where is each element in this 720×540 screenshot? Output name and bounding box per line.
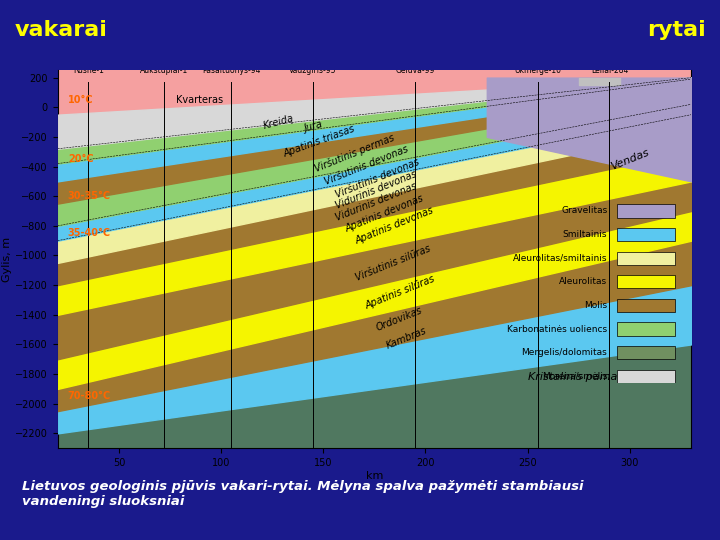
Text: Smiltainis: Smiltainis — [563, 230, 607, 239]
Text: Karbonatinės uoliencs: Karbonatinės uoliencs — [507, 325, 607, 334]
Text: Leliai-284: Leliai-284 — [590, 66, 628, 76]
Text: Viršutinis permas: Viršutinis permas — [313, 132, 396, 174]
Text: Morena/smėlis: Morena/smėlis — [542, 372, 607, 381]
Text: Apatinis silūras: Apatinis silūras — [364, 274, 437, 311]
FancyBboxPatch shape — [617, 346, 675, 359]
Text: Vidurinis devonas: Vidurinis devonas — [333, 170, 418, 211]
Text: Rusnė-1: Rusnė-1 — [73, 66, 104, 76]
Text: Viršutinis devonas: Viršutinis devonas — [333, 157, 420, 200]
Text: 30-35°C: 30-35°C — [68, 191, 111, 201]
Text: Mergelis/dolomitas: Mergelis/dolomitas — [521, 348, 607, 357]
Text: Vadžgiris-95: Vadžgiris-95 — [289, 66, 337, 76]
Text: 35-40°C: 35-40°C — [68, 228, 111, 238]
FancyBboxPatch shape — [617, 275, 675, 288]
Text: Jura: Jura — [303, 119, 324, 134]
Text: Vendas: Vendas — [609, 147, 651, 171]
Text: Ukmergė-10: Ukmergė-10 — [514, 66, 562, 76]
Text: Gravelitas: Gravelitas — [561, 206, 607, 215]
Text: Gėluva-99: Gėluva-99 — [395, 66, 435, 76]
Text: Apatinis triasas: Apatinis triasas — [282, 124, 357, 159]
Text: Aleurolitas: Aleurolitas — [559, 278, 607, 286]
FancyBboxPatch shape — [617, 299, 675, 312]
FancyBboxPatch shape — [617, 204, 675, 218]
Text: 70-80°C: 70-80°C — [68, 392, 111, 401]
Text: 20°C: 20°C — [68, 154, 94, 164]
Text: rytai: rytai — [647, 19, 706, 40]
Text: Kambras: Kambras — [384, 326, 428, 351]
Text: Kristalinis pamatas: Kristalinis pamatas — [528, 372, 634, 382]
Text: Kvarteras: Kvarteras — [176, 95, 223, 105]
Text: 10°C: 10°C — [68, 95, 94, 105]
Text: Ordovikas: Ordovikas — [374, 306, 423, 333]
Y-axis label: Gylis, m: Gylis, m — [2, 237, 12, 282]
Text: Vidurinis devonas: Vidurinis devonas — [333, 181, 418, 223]
Text: Pašaltuonys-94: Pašaltuonys-94 — [202, 66, 261, 76]
FancyBboxPatch shape — [617, 322, 675, 336]
Text: Kreidą: Kreidą — [262, 113, 295, 131]
X-axis label: km: km — [366, 471, 383, 481]
Text: Molis: Molis — [584, 301, 607, 310]
Text: Apatinis devonas: Apatinis devonas — [354, 206, 436, 246]
Text: Viršutinis devonas: Viršutinis devonas — [323, 144, 410, 186]
Text: vakarai: vakarai — [14, 19, 107, 40]
FancyBboxPatch shape — [617, 252, 675, 265]
Text: Aukštupiai-1: Aukštupiai-1 — [140, 66, 188, 76]
FancyBboxPatch shape — [617, 370, 675, 383]
FancyBboxPatch shape — [617, 228, 675, 241]
Text: Viršutinis silūras: Viršutinis silūras — [354, 243, 432, 282]
Text: Aleurolitas/smiltainis: Aleurolitas/smiltainis — [513, 254, 607, 262]
Text: Apatinis devonas: Apatinis devonas — [343, 194, 426, 234]
Text: Lietuvos geologinis pjūvis vakari-rytai. Mėlyna spalva pažymėti stambiausi
vande: Lietuvos geologinis pjūvis vakari-rytai.… — [22, 481, 583, 508]
